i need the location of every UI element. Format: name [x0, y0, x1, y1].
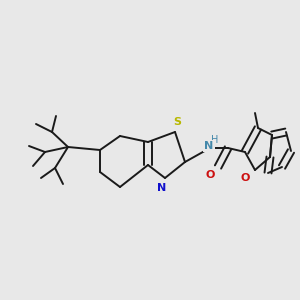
Text: O: O	[240, 173, 250, 183]
Text: S: S	[173, 117, 181, 127]
Text: O: O	[205, 170, 215, 180]
Text: H: H	[211, 135, 219, 145]
Text: N: N	[158, 183, 166, 193]
Text: N: N	[204, 141, 214, 151]
